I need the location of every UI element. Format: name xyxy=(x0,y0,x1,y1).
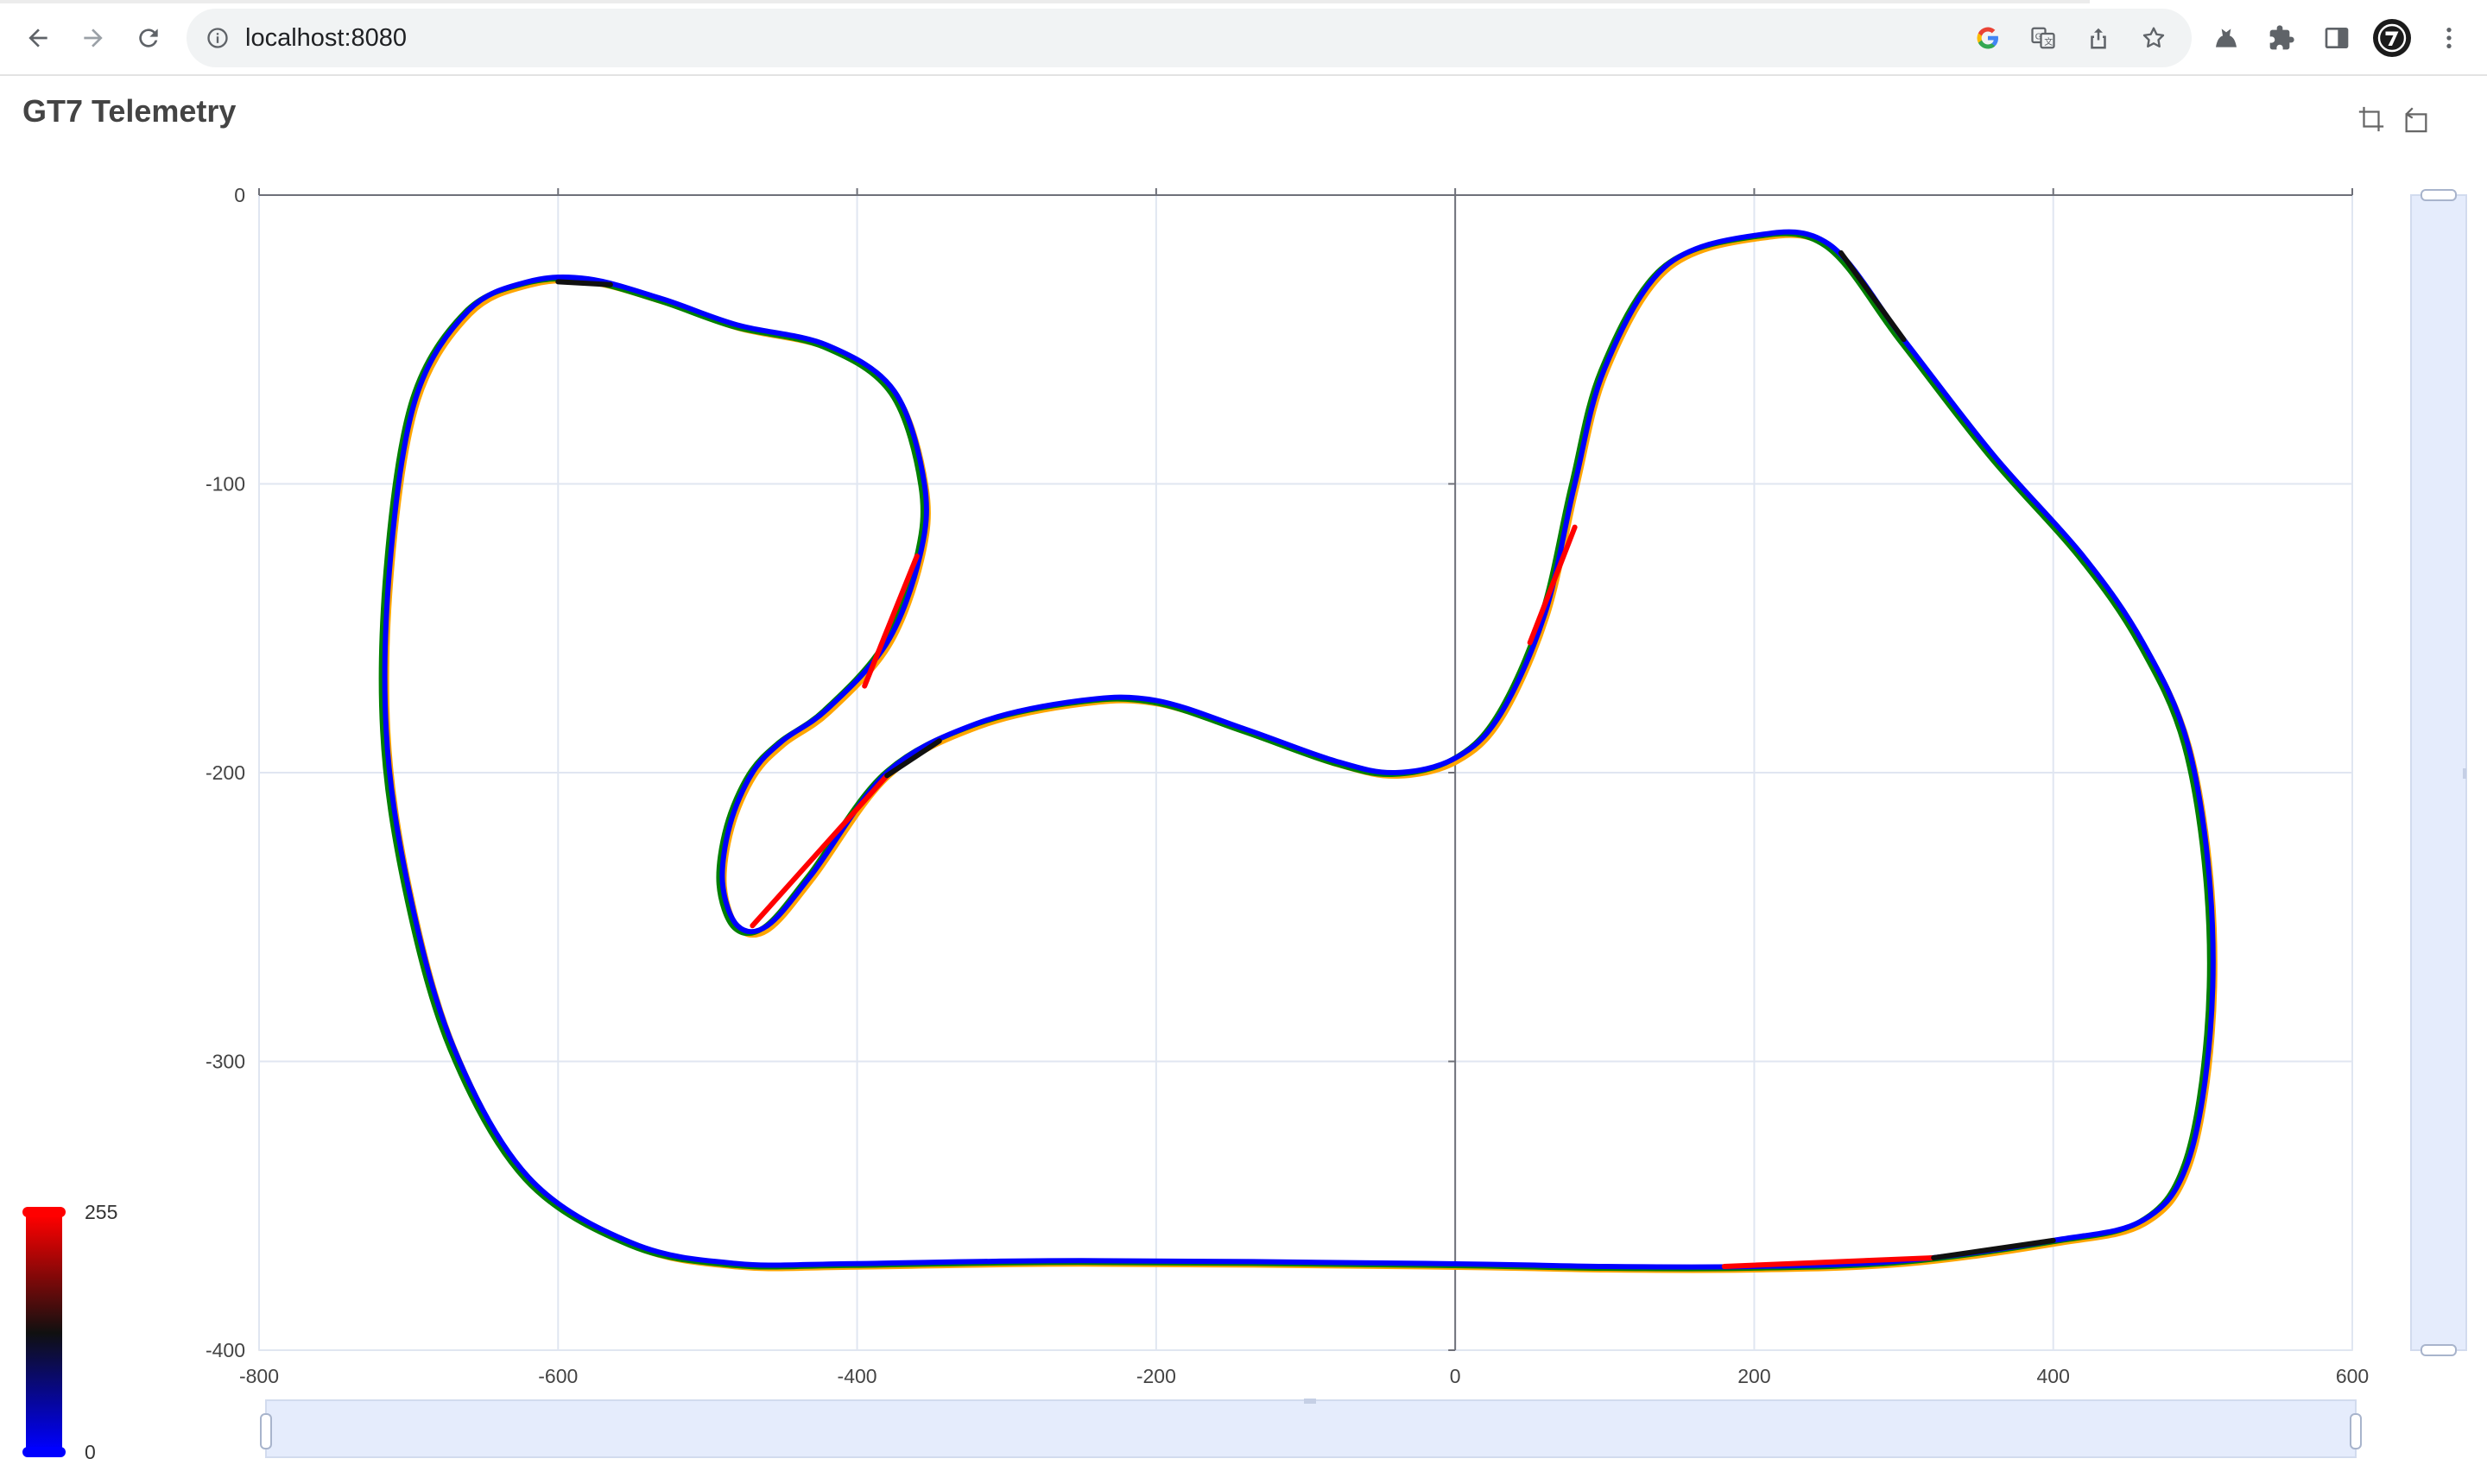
y-zoom-grip[interactable] xyxy=(2463,768,2466,779)
x-zoom-grip[interactable] xyxy=(1304,1399,1316,1404)
braking-segment xyxy=(1527,524,1578,646)
back-arrow-icon xyxy=(28,28,47,47)
y-tick-label: -400 xyxy=(206,1339,245,1361)
bookmark-button[interactable] xyxy=(2136,21,2171,55)
x-zoom-track[interactable] xyxy=(265,1399,2357,1458)
y-tick-label: -200 xyxy=(206,761,245,784)
share-button[interactable] xyxy=(2081,21,2116,55)
data-zoom-reset-button[interactable] xyxy=(2399,102,2433,136)
star-icon xyxy=(2142,27,2165,48)
tick-labels: -800 -600 -400 -200 0 200 400 600 0 -100 -200 -300 -… xyxy=(206,184,2369,1387)
kebab-menu-icon xyxy=(2446,28,2452,48)
forward-arrow-icon xyxy=(84,28,103,47)
track-series xyxy=(378,229,2218,1273)
side-panel-icon xyxy=(2325,28,2349,48)
url-text[interactable]: localhost:8080 xyxy=(245,24,408,52)
zoom-reset-icon xyxy=(2405,107,2427,133)
info-icon xyxy=(207,28,228,48)
coast-segment xyxy=(1838,249,1907,343)
x-tick-label: -400 xyxy=(838,1365,877,1387)
lap-line-green xyxy=(378,230,2212,1272)
x-zoom-handle-left[interactable] xyxy=(260,1413,272,1449)
google-icon xyxy=(1977,27,1998,49)
puzzle-icon xyxy=(2269,25,2294,50)
y-zoom-handle-top[interactable] xyxy=(2421,189,2457,201)
browser-toolbar: localhost:8080 G 文 xyxy=(0,0,2487,76)
y-zoom-slider[interactable] xyxy=(2410,189,2467,1356)
braking-segment xyxy=(862,553,920,689)
coast-segment xyxy=(884,738,942,779)
x-tick-label: 0 xyxy=(1450,1365,1461,1387)
color-scale-handle-min[interactable] xyxy=(22,1447,66,1457)
x-tick-label: 400 xyxy=(2037,1365,2070,1387)
address-bar[interactable]: localhost:8080 G 文 xyxy=(187,9,2192,67)
lap-line-blue xyxy=(382,229,2216,1270)
svg-text:文: 文 xyxy=(2044,36,2053,47)
svg-text:G: G xyxy=(2035,32,2042,41)
x-tick-label: 600 xyxy=(2336,1365,2369,1387)
color-scale-bar xyxy=(26,1216,62,1450)
color-scale-max-label: 255 xyxy=(85,1201,117,1223)
grid-lines xyxy=(258,194,2353,1351)
share-icon xyxy=(2091,28,2106,49)
page-title: GT7 Telemetry xyxy=(22,93,237,129)
y-tick-label: -100 xyxy=(206,473,245,496)
translate-icon: G 文 xyxy=(2031,27,2055,49)
zoom-select-icon xyxy=(2358,106,2384,132)
profile-icon xyxy=(2377,23,2407,53)
x-tick-label: -800 xyxy=(239,1365,279,1387)
site-info-button[interactable] xyxy=(200,21,235,55)
braking-segment xyxy=(750,773,890,929)
translate-button[interactable]: G 文 xyxy=(2026,21,2060,55)
x-tick-label: -200 xyxy=(1136,1365,1176,1387)
braking-segment xyxy=(1721,1254,1937,1269)
avatar[interactable] xyxy=(2373,19,2411,57)
y-tick-label: 0 xyxy=(234,184,245,206)
browser-menu-button[interactable] xyxy=(2430,19,2468,57)
color-scale-legend[interactable]: 255 0 xyxy=(22,1201,117,1463)
color-scale-handle-max[interactable] xyxy=(22,1207,66,1217)
cat-extension-icon xyxy=(2216,28,2237,47)
axes xyxy=(258,188,2353,1351)
data-zoom-button[interactable] xyxy=(2354,102,2389,136)
x-zoom-handle-right[interactable] xyxy=(2350,1413,2362,1449)
extensions-button[interactable] xyxy=(2262,19,2300,57)
side-panel-button[interactable] xyxy=(2318,19,2356,57)
google-lens-button[interactable] xyxy=(1971,21,2005,55)
x-tick-label: -600 xyxy=(538,1365,578,1387)
cat-extension-button[interactable] xyxy=(2207,19,2245,57)
coast-segment xyxy=(555,279,613,287)
x-zoom-slider[interactable] xyxy=(260,1399,2362,1458)
y-tick-label: -300 xyxy=(206,1051,245,1073)
back-button[interactable] xyxy=(16,16,60,60)
coast-segment xyxy=(1931,1237,2056,1260)
y-zoom-track[interactable] xyxy=(2410,194,2467,1351)
forward-button[interactable] xyxy=(71,16,116,60)
y-zoom-handle-bottom[interactable] xyxy=(2421,1344,2457,1356)
x-tick-label: 200 xyxy=(1737,1365,1770,1387)
color-scale-min-label: 0 xyxy=(85,1441,96,1463)
tab-strip-edge xyxy=(0,0,2090,3)
